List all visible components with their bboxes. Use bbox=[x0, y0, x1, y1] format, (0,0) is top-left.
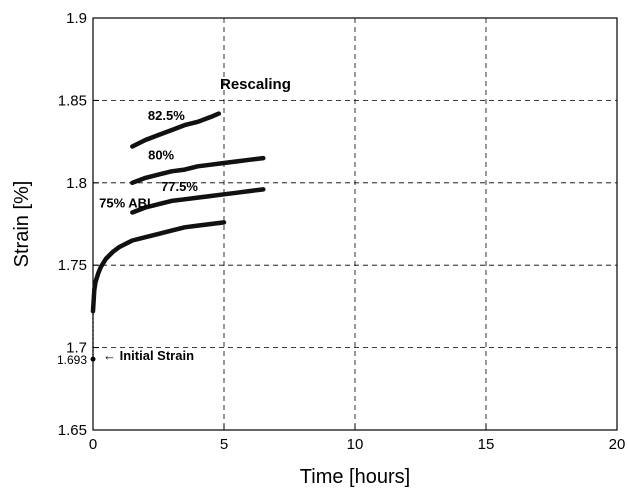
axis-ticks: 0 5 10 15 20 1.65 1.7 1.75 1.8 1.85 1.9 1.693 bbox=[57, 10, 625, 453]
plot-frame bbox=[92, 17, 618, 431]
x-axis-label: Time [hours] bbox=[300, 466, 410, 488]
annotations: ← Initial Strain Rescaling 82.5% 80% 77.5% 75… bbox=[99, 76, 291, 363]
strain-curve-75-abl bbox=[90, 220, 227, 314]
y-tick-label: 1.65 bbox=[58, 422, 87, 439]
x-tick-label: 15 bbox=[478, 436, 495, 453]
initial-strain-point bbox=[90, 356, 96, 362]
x-tick-label: 10 bbox=[347, 436, 364, 453]
y-tick-label: 1.85 bbox=[58, 92, 87, 109]
annotation-77-5-: 77.5% bbox=[161, 179, 198, 194]
annotation-rescaling: Rescaling bbox=[220, 76, 291, 93]
annotation-80-: 80% bbox=[148, 148, 174, 163]
data-series bbox=[90, 111, 266, 362]
y-tick-label: 1.7 bbox=[66, 340, 87, 357]
strain-curve-82-5- bbox=[130, 111, 222, 149]
x-tick-label: 0 bbox=[89, 436, 97, 453]
x-tick-label: 20 bbox=[609, 436, 626, 453]
grid-lines bbox=[93, 18, 617, 430]
initial-strain-label: ← Initial Strain bbox=[103, 348, 194, 363]
y-axis-label: Strain [%] bbox=[11, 181, 33, 268]
x-tick-label: 5 bbox=[220, 436, 228, 453]
y-tick-label: 1.75 bbox=[58, 257, 87, 274]
annotation-82-5-: 82.5% bbox=[148, 108, 185, 123]
initial-strain-tick-label: 1.693 bbox=[57, 353, 87, 367]
annotation-75-abl: 75% ABL bbox=[99, 196, 155, 211]
y-tick-label: 1.9 bbox=[66, 10, 87, 27]
y-tick-label: 1.8 bbox=[66, 175, 87, 192]
strain-curve-80- bbox=[130, 155, 266, 186]
strain-curve-77-5- bbox=[130, 187, 266, 215]
